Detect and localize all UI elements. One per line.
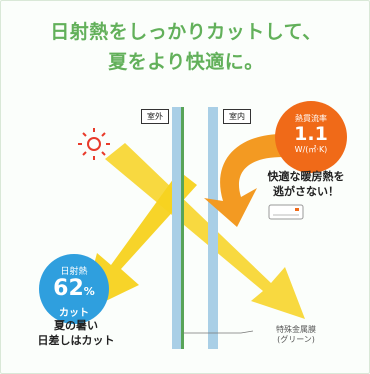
heat-transmission-unit: W/(㎡·K): [294, 145, 328, 154]
outer-glass-pane: [172, 107, 181, 349]
solar-cut-badge: 日射熱 62% カット: [39, 254, 109, 324]
heat-transmission-label: 熱貫流率: [295, 114, 327, 123]
air-conditioner-icon: [268, 204, 304, 220]
heating-note-line-1: 快適な暖房熱を: [267, 170, 345, 183]
heating-note: 快適な暖房熱を 逃がさない！: [246, 169, 366, 199]
solar-cut-percent: %: [83, 285, 95, 298]
metal-film-label-line-2: (グリーン): [277, 335, 315, 344]
outdoor-label: 室外: [141, 109, 169, 124]
sunlight-note-line-1: 夏の暑い: [54, 319, 98, 332]
headline-line-1: 日射熱をしっかりカットして、: [50, 21, 322, 43]
metal-film-label-line-1: 特殊金属膜: [276, 325, 316, 334]
solar-arrow-right: [105, 143, 305, 319]
sunlight-note-line-2: 日差しはカット: [37, 334, 115, 347]
headline: 日射熱をしっかりカットして、 夏をより快適に。: [1, 17, 369, 77]
indoor-label: 室内: [223, 109, 251, 124]
solar-cut-label: 日射熱: [60, 267, 88, 277]
heating-note-line-2: 逃がさない！: [273, 185, 339, 198]
solar-cut-suffix: カット: [59, 308, 89, 319]
metal-film: [181, 107, 184, 349]
solar-cut-value: 62: [53, 276, 84, 301]
solar-cut-value-line: 62%: [39, 277, 109, 304]
heat-return-arrow: [204, 134, 283, 227]
sun-icon: [78, 128, 110, 160]
heat-transmission-value: 1.1: [294, 123, 328, 145]
film-leader-line: [183, 330, 254, 334]
headline-line-2: 夏をより快適に。: [108, 51, 264, 73]
sunlight-note: 夏の暑い 日差しはカット: [1, 318, 151, 348]
heat-transmission-badge: 熱貫流率 1.1 W/(㎡·K): [275, 101, 347, 173]
inner-glass-pane: [208, 107, 218, 349]
metal-film-label: 特殊金属膜 (グリーン): [259, 325, 333, 345]
